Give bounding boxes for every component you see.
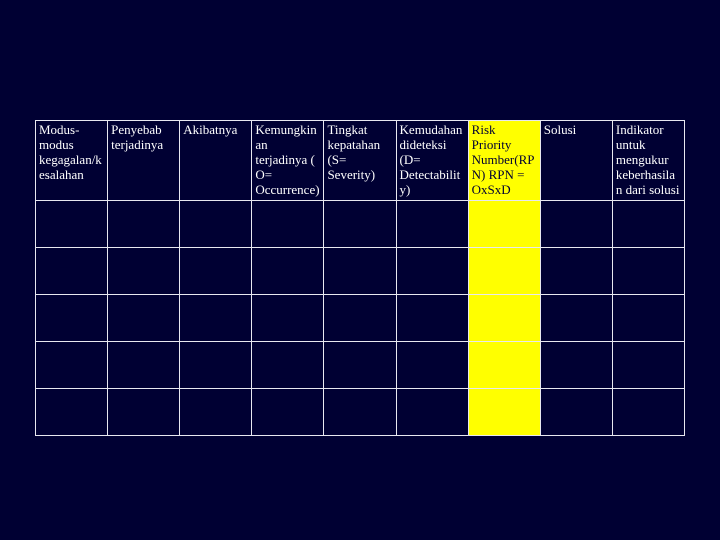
cell: [540, 341, 612, 388]
cell: [324, 247, 396, 294]
col-header-severity: Tingkat kepatahan (S= Severity): [324, 121, 396, 201]
cell: [252, 294, 324, 341]
cell: [252, 341, 324, 388]
cell-rpn: [468, 294, 540, 341]
cell: [252, 388, 324, 435]
cell: [612, 247, 684, 294]
table-row: [36, 294, 685, 341]
cell: [540, 247, 612, 294]
col-header-solusi: Solusi: [540, 121, 612, 201]
cell: [36, 200, 108, 247]
cell: [324, 388, 396, 435]
col-header-modus: Modus-modus kegagalan/kesalahan: [36, 121, 108, 201]
cell: [252, 200, 324, 247]
cell-rpn: [468, 200, 540, 247]
table-header: Modus-modus kegagalan/kesalahan Penyebab…: [36, 121, 685, 201]
col-header-occurrence: Kemungkinan terjadinya ( O= Occurrence): [252, 121, 324, 201]
cell: [108, 341, 180, 388]
cell: [540, 200, 612, 247]
table-row: [36, 341, 685, 388]
col-header-penyebab: Penyebab terjadinya: [108, 121, 180, 201]
cell: [324, 294, 396, 341]
cell: [540, 294, 612, 341]
table-row: [36, 388, 685, 435]
cell: [36, 294, 108, 341]
cell: [180, 294, 252, 341]
col-header-akibat: Akibatnya: [180, 121, 252, 201]
cell: [396, 294, 468, 341]
cell: [180, 388, 252, 435]
cell-rpn: [468, 341, 540, 388]
cell: [180, 341, 252, 388]
cell: [36, 388, 108, 435]
cell: [612, 388, 684, 435]
fmea-table: Modus-modus kegagalan/kesalahan Penyebab…: [35, 120, 685, 436]
col-header-rpn: Risk Priority Number(RPN) RPN = OxSxD: [468, 121, 540, 201]
cell: [36, 247, 108, 294]
col-header-detectability: Kemudahan dideteksi (D= Detectability): [396, 121, 468, 201]
table-body: [36, 200, 685, 435]
cell: [396, 388, 468, 435]
cell: [396, 247, 468, 294]
cell: [612, 200, 684, 247]
cell: [108, 294, 180, 341]
cell-rpn: [468, 247, 540, 294]
col-header-indikator: Indikator untuk mengukur keberhasilan da…: [612, 121, 684, 201]
cell: [252, 247, 324, 294]
cell: [180, 200, 252, 247]
cell: [36, 341, 108, 388]
cell: [324, 200, 396, 247]
cell: [396, 200, 468, 247]
table-row: [36, 247, 685, 294]
cell: [108, 247, 180, 294]
cell-rpn: [468, 388, 540, 435]
cell: [612, 341, 684, 388]
cell: [108, 388, 180, 435]
fmea-table-container: Modus-modus kegagalan/kesalahan Penyebab…: [35, 120, 685, 436]
cell: [612, 294, 684, 341]
cell: [324, 341, 396, 388]
cell: [540, 388, 612, 435]
cell: [396, 341, 468, 388]
cell: [180, 247, 252, 294]
table-row: [36, 200, 685, 247]
cell: [108, 200, 180, 247]
header-row: Modus-modus kegagalan/kesalahan Penyebab…: [36, 121, 685, 201]
